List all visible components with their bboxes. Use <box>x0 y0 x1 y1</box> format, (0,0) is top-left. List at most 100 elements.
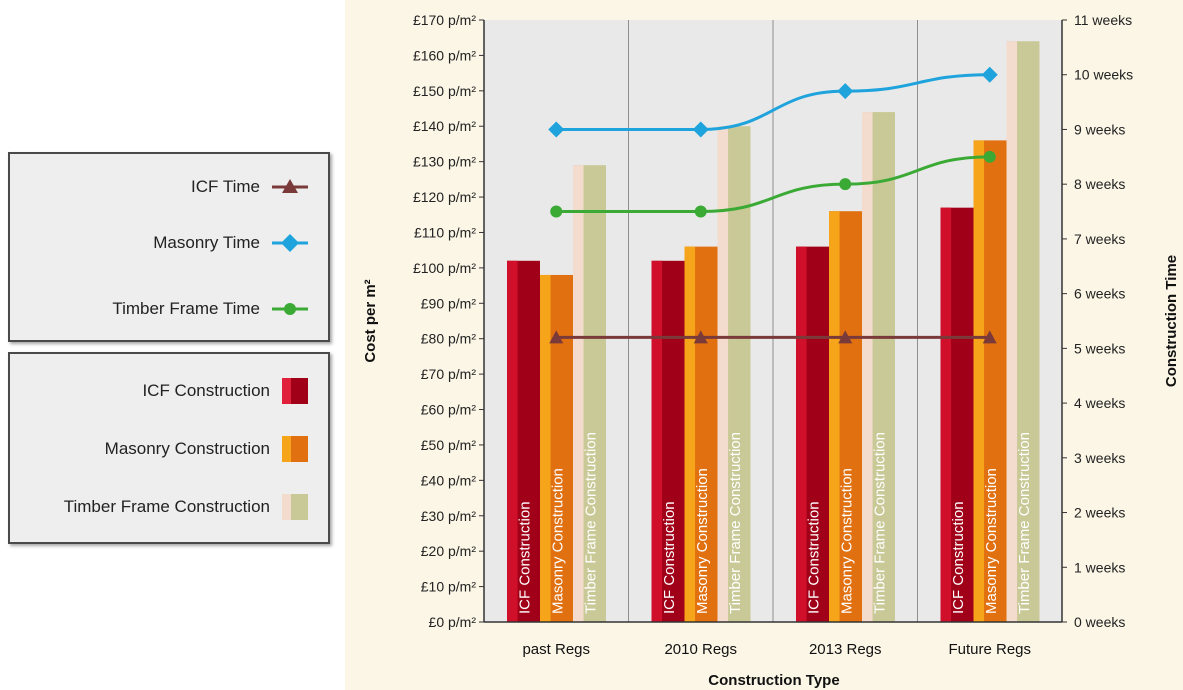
bar: Masonry Construction <box>973 140 1007 622</box>
legend-label: Masonry Time <box>153 233 260 252</box>
bar: Timber Frame Construction <box>573 165 606 622</box>
y2-tick-label: 3 weeks <box>1074 450 1125 466</box>
diamond-icon <box>272 234 308 252</box>
y-tick-label: £50 p/m² <box>421 437 477 453</box>
y-tick-label: £160 p/m² <box>413 47 476 63</box>
bar-highlight <box>573 165 584 622</box>
y-tick-label: £170 p/m² <box>413 12 476 28</box>
y-tick-label: £110 p/m² <box>414 224 476 240</box>
y2-tick-label: 10 weeks <box>1074 67 1133 83</box>
legend-item-timber-time: Timber Frame Time <box>112 298 308 320</box>
series-line <box>556 73 990 131</box>
y-tick-label: £100 p/m² <box>413 260 476 276</box>
y-tick-label: £90 p/m² <box>421 295 477 311</box>
triangle-marker <box>693 330 708 344</box>
bar-highlight <box>651 260 663 622</box>
y2-tick-label: 5 weeks <box>1074 340 1125 356</box>
diamond-marker <box>837 83 854 100</box>
bar: ICF Construction <box>507 260 540 622</box>
bar-highlight <box>796 246 807 622</box>
diamond-marker <box>692 121 709 138</box>
legend-item-timber-construction: Timber Frame Construction <box>64 494 308 520</box>
bar-label: ICF Construction <box>661 501 678 614</box>
x-axis-title: Construction Type <box>708 672 839 689</box>
x-tick-label: past Regs <box>522 641 590 658</box>
y-tick-label: £30 p/m² <box>421 508 477 524</box>
diamond-marker <box>548 121 565 138</box>
bar: ICF Construction <box>796 246 829 622</box>
triangle-icon <box>272 179 308 193</box>
y2-axis-title: Construction Time <box>1163 255 1180 387</box>
legend-item-icf-construction: ICF Construction <box>142 378 308 404</box>
y2-tick-label: 4 weeks <box>1074 395 1125 411</box>
bar-swatch <box>282 378 308 404</box>
y-tick-label: £70 p/m² <box>421 366 477 382</box>
y2-tick-label: 6 weeks <box>1074 286 1125 302</box>
bar: Masonry Construction <box>829 211 862 623</box>
bar-label: Masonry Construction <box>983 468 1000 614</box>
bar-swatch <box>282 436 308 462</box>
x-tick-label: Future Regs <box>948 641 1031 658</box>
bar-highlight <box>717 126 729 622</box>
y-axis-title: Cost per m² <box>362 279 379 362</box>
bar-label: Masonry Construction <box>839 468 856 614</box>
y-tick-label: £0 p/m² <box>429 614 477 630</box>
y-tick-label: £130 p/m² <box>413 154 476 170</box>
bar-label: ICF Construction <box>806 501 823 614</box>
legend-label: Masonry Construction <box>104 439 270 458</box>
bar-highlight <box>540 274 551 622</box>
bar: Timber Frame Construction <box>862 112 895 622</box>
bar: Masonry Construction <box>684 246 718 622</box>
bar-legend: ICF Construction Masonry Construction Ti… <box>8 352 330 544</box>
bar-highlight <box>829 211 840 623</box>
y-tick-label: £10 p/m² <box>421 579 477 595</box>
y-tick-label: £20 p/m² <box>421 543 477 559</box>
circle-icon <box>272 303 308 315</box>
legend-item-icf-time: ICF Time <box>191 176 308 198</box>
y2-tick-label: 1 weeks <box>1074 559 1125 575</box>
bar-label: Timber Frame Construction <box>727 432 744 614</box>
y-tick-label: £140 p/m² <box>413 118 476 134</box>
triangle-marker <box>838 330 853 344</box>
y2-tick-label: 0 weeks <box>1074 614 1125 630</box>
y-tick-label: £40 p/m² <box>421 472 477 488</box>
y-tick-label: £80 p/m² <box>421 331 477 347</box>
bar-swatch <box>282 494 308 520</box>
circle-marker <box>550 205 563 218</box>
bar-highlight <box>684 246 696 622</box>
bar: Timber Frame Construction <box>1006 41 1040 622</box>
legend-item-masonry-time: Masonry Time <box>153 232 308 254</box>
bar: Masonry Construction <box>540 274 573 622</box>
bar-label: Timber Frame Construction <box>1016 432 1033 614</box>
legend-label: ICF Construction <box>142 381 270 400</box>
bar-label: Masonry Construction <box>694 468 711 614</box>
y-tick-label: £150 p/m² <box>413 83 476 99</box>
diamond-marker <box>981 66 998 83</box>
bar: ICF Construction <box>651 260 685 622</box>
bar-label: ICF Construction <box>950 501 967 614</box>
legend-label: ICF Time <box>191 177 260 196</box>
x-tick-label: 2013 Regs <box>809 641 882 658</box>
y2-tick-label: 2 weeks <box>1074 505 1125 521</box>
axis-ticks: £0 p/m² £10 p/m² £20 p/m² £30 p/m² £40 p/m² £… <box>413 12 1133 658</box>
y2-tick-label: 7 weeks <box>1074 231 1125 247</box>
bar-label: Timber Frame Construction <box>872 432 889 614</box>
bar-highlight <box>940 207 952 622</box>
bar-label: ICF Construction <box>517 501 534 614</box>
legend-label: Timber Frame Construction <box>63 497 270 516</box>
line-legend: ICF Time Masonry Time Timber Frame Time <box>8 152 330 342</box>
triangle-marker <box>982 330 997 344</box>
legend-item-masonry-construction: Masonry Construction <box>105 436 308 462</box>
y-tick-label: £120 p/m² <box>413 189 476 205</box>
bar-highlight <box>973 140 985 622</box>
bar-label: Timber Frame Construction <box>583 432 600 614</box>
y2-tick-label: 8 weeks <box>1074 176 1125 192</box>
bar: Timber Frame Construction <box>717 126 751 622</box>
line-series <box>548 66 998 344</box>
bar-highlight <box>862 112 873 622</box>
x-tick-label: 2010 Regs <box>664 641 737 658</box>
circle-marker <box>839 178 852 191</box>
legend-label: Timber Frame Time <box>112 299 260 318</box>
y2-tick-label: 11 weeks <box>1074 12 1132 28</box>
